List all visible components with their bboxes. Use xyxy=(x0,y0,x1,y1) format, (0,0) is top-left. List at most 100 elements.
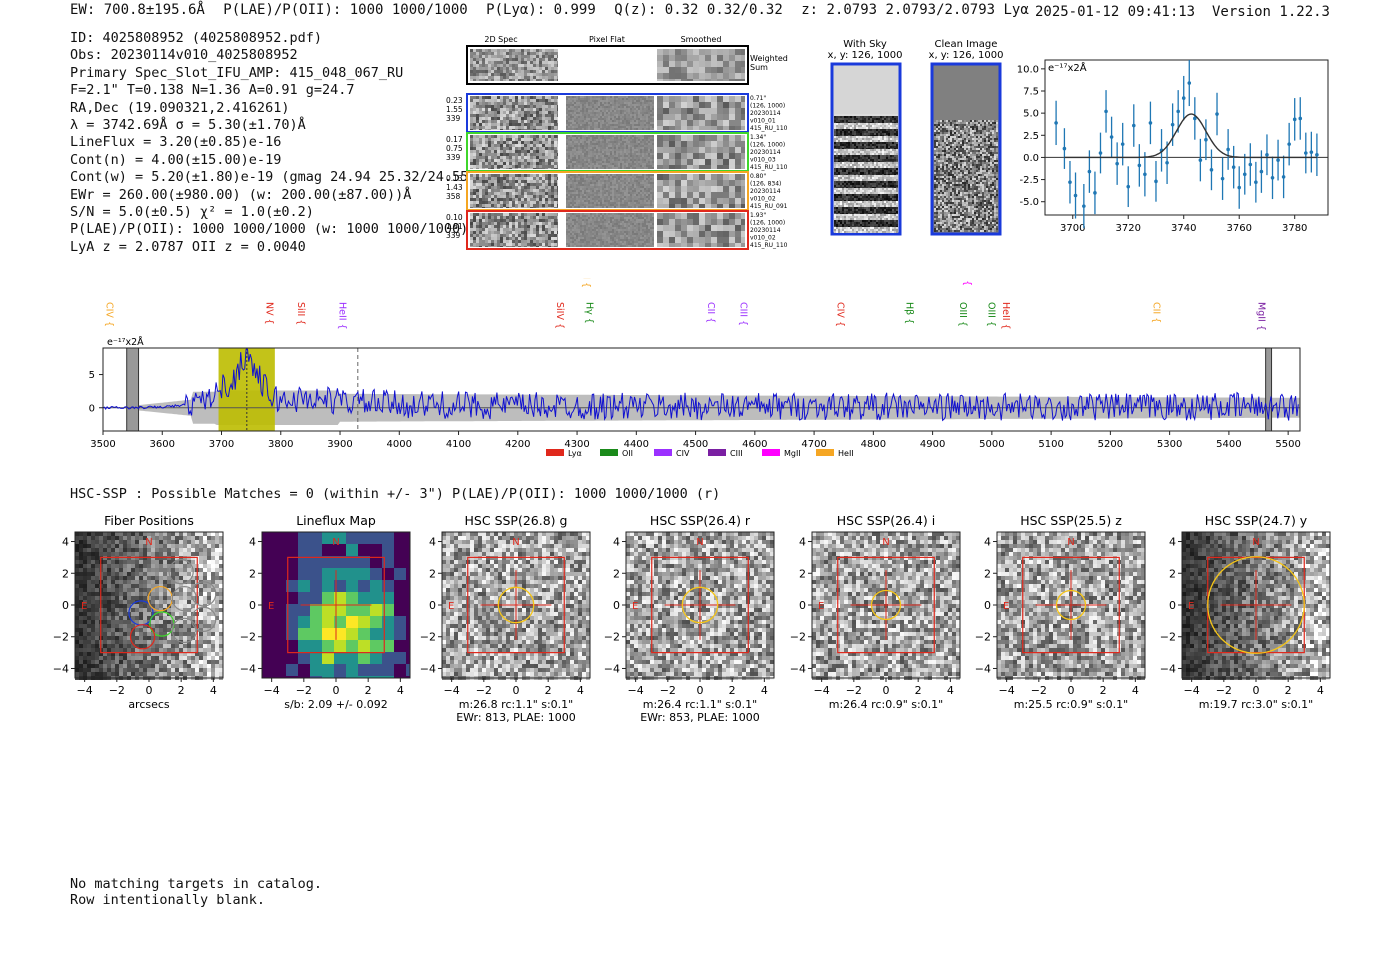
pixel xyxy=(632,112,634,114)
pixel xyxy=(554,76,557,79)
pixel xyxy=(602,186,604,188)
pixel xyxy=(622,198,624,200)
pixel xyxy=(644,231,646,233)
pixel xyxy=(596,120,598,122)
pixel xyxy=(608,114,610,116)
pixel xyxy=(614,114,616,116)
pixel xyxy=(500,165,503,168)
pixel xyxy=(539,138,542,141)
pixel xyxy=(557,144,558,147)
pixel xyxy=(602,194,604,196)
pixel xyxy=(717,141,723,147)
pixel xyxy=(530,195,533,198)
pixel xyxy=(650,219,652,221)
pixel xyxy=(584,204,586,206)
pixel xyxy=(509,189,512,192)
pixel xyxy=(574,178,576,180)
pixel xyxy=(711,153,717,159)
pixel xyxy=(582,188,584,190)
pixel xyxy=(663,96,669,102)
pixel xyxy=(536,231,539,234)
pixel xyxy=(557,207,558,208)
pixel xyxy=(598,155,600,157)
pixel xyxy=(494,207,497,208)
pixel xyxy=(640,186,642,188)
pixel xyxy=(485,156,488,159)
pixel xyxy=(612,100,614,102)
pixel xyxy=(598,165,600,167)
pixel xyxy=(648,229,650,231)
pixel xyxy=(488,162,491,165)
pixel xyxy=(606,182,608,184)
pixel xyxy=(650,200,652,202)
pixel xyxy=(491,219,494,222)
pixel xyxy=(524,213,527,216)
pixel xyxy=(608,106,610,108)
pixel xyxy=(705,204,711,208)
pixel xyxy=(509,123,512,126)
pixel xyxy=(545,138,548,141)
pixel xyxy=(638,231,640,233)
pixel xyxy=(554,108,557,111)
pixel xyxy=(488,204,491,207)
pixel xyxy=(574,182,576,184)
pixel xyxy=(711,135,717,141)
pixel xyxy=(612,237,614,239)
pixel xyxy=(650,122,652,124)
pixel xyxy=(630,229,632,231)
pixel xyxy=(536,105,539,108)
pixel xyxy=(473,204,476,207)
pixel xyxy=(578,118,580,120)
pixel xyxy=(482,135,485,138)
pixel xyxy=(614,106,616,108)
pixel xyxy=(512,96,515,99)
pixel xyxy=(596,202,598,204)
pixel xyxy=(622,188,624,190)
pixel xyxy=(545,219,548,222)
pixel xyxy=(644,213,646,215)
pixel xyxy=(476,117,479,120)
pixel xyxy=(566,194,568,196)
pixel xyxy=(638,122,640,124)
pixel xyxy=(624,102,626,104)
pixel xyxy=(500,96,503,99)
pixel xyxy=(482,150,485,153)
pixel xyxy=(608,149,610,151)
pixel xyxy=(473,141,476,144)
pixel xyxy=(598,225,600,227)
pixel xyxy=(723,55,729,61)
pixel xyxy=(476,52,479,55)
pixel xyxy=(524,111,527,114)
pixel xyxy=(503,108,506,111)
pixel xyxy=(542,141,545,144)
pixel xyxy=(485,189,488,192)
pixel xyxy=(650,153,652,155)
pixel xyxy=(705,108,711,114)
pixel xyxy=(650,233,652,235)
pixel xyxy=(578,108,580,110)
pixel xyxy=(636,137,638,139)
pixel xyxy=(598,174,600,176)
pixel xyxy=(503,138,506,141)
pixel xyxy=(512,207,515,208)
pixel xyxy=(612,104,614,106)
cutout-2dspec xyxy=(470,213,558,247)
pixel xyxy=(488,207,491,208)
pixel xyxy=(542,189,545,192)
pixel xyxy=(518,153,521,156)
pixel xyxy=(646,96,648,98)
pixel xyxy=(620,202,622,204)
pixel xyxy=(600,237,602,239)
pixel xyxy=(584,182,586,184)
pixel xyxy=(485,67,488,70)
pixel xyxy=(584,159,586,161)
pixel xyxy=(570,126,572,128)
pixel xyxy=(488,219,491,222)
pixel xyxy=(524,52,527,55)
pixel xyxy=(530,67,533,70)
pixel xyxy=(494,144,497,147)
pixel xyxy=(606,104,608,106)
pixel xyxy=(476,70,479,73)
pixel xyxy=(638,213,640,215)
pixel xyxy=(476,183,479,186)
